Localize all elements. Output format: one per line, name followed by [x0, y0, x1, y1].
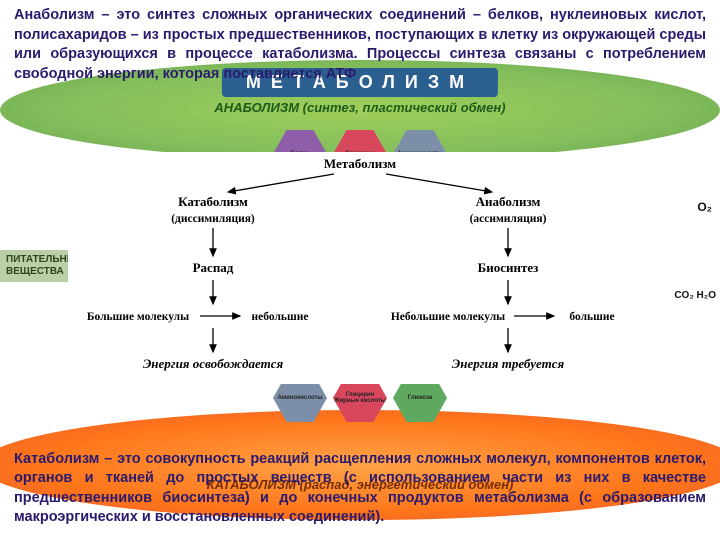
node-root: Метаболизм — [324, 156, 396, 171]
node-catabolism: Катаболизм — [178, 194, 248, 209]
node-anabolism: Анаболизм — [476, 194, 541, 209]
node-big-mol-r: большие — [569, 311, 614, 323]
node-big-mol: Большие молекулы — [87, 311, 189, 323]
metabolism-flowchart: Метаболизм Катаболизм (диссимиляция) Ана… — [68, 152, 652, 384]
node-decay: Распад — [193, 260, 234, 275]
anabolism-definition: Анаболизм – это синтез сложных органичес… — [0, 0, 720, 92]
node-anabolism-sub: (ассимиляция) — [470, 213, 547, 225]
node-small-mol-r: Небольшие молекулы — [391, 311, 505, 323]
co2-h2o-label: CO₂ H₂O — [674, 290, 716, 301]
o2-label: O₂ — [697, 200, 712, 214]
node-energy-release: Энергия освобождается — [143, 356, 284, 371]
catabolism-definition: Катаболизм – это совокупность реакций ра… — [0, 442, 720, 536]
node-biosynthesis: Биосинтез — [478, 260, 539, 275]
node-small-mol: небольшие — [252, 311, 309, 323]
node-catabolism-sub: (диссимиляция) — [171, 213, 255, 225]
node-energy-required: Энергия требуется — [452, 356, 565, 371]
anabolism-subtitle: АНАБОЛИЗМ (синтез, пластический обмен) — [214, 100, 505, 115]
